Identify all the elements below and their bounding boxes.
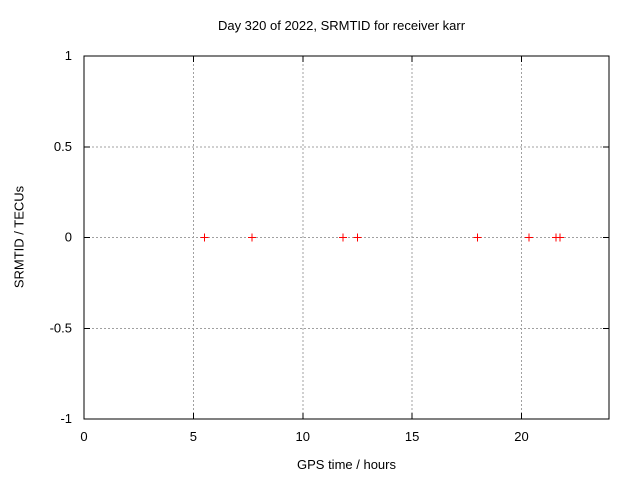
y-tick-label: -1 <box>60 411 72 426</box>
x-axis-label: GPS time / hours <box>297 457 396 472</box>
y-tick-label: -0.5 <box>50 320 72 335</box>
plot-border <box>83 55 610 420</box>
y-tick-label: 0.5 <box>54 139 72 154</box>
x-tick-label: 15 <box>405 429 419 444</box>
x-tick-label: 5 <box>190 429 197 444</box>
x-tick-label: 20 <box>514 429 528 444</box>
y-tick-label: 1 <box>65 48 72 63</box>
y-tick-label: 0 <box>65 230 72 245</box>
chart-title: Day 320 of 2022, SRMTID for receiver kar… <box>217 18 466 33</box>
x-tick-label: 0 <box>80 429 87 444</box>
x-tick-label: 10 <box>296 429 310 444</box>
